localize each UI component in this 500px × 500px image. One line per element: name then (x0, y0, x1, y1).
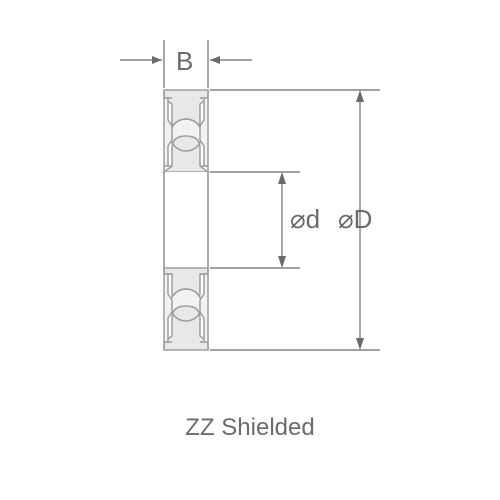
upper-race-section (164, 90, 208, 172)
outer-label: ⌀D (338, 204, 372, 234)
bore-label: ⌀d (290, 204, 320, 234)
bearing-cross-section (164, 90, 208, 350)
lower-race-section (164, 268, 208, 350)
width-label: B (176, 46, 193, 76)
dimension-width: B (120, 40, 252, 88)
diagram-caption: ZZ Shielded (0, 414, 500, 442)
dimension-bore: ⌀d (210, 172, 320, 268)
